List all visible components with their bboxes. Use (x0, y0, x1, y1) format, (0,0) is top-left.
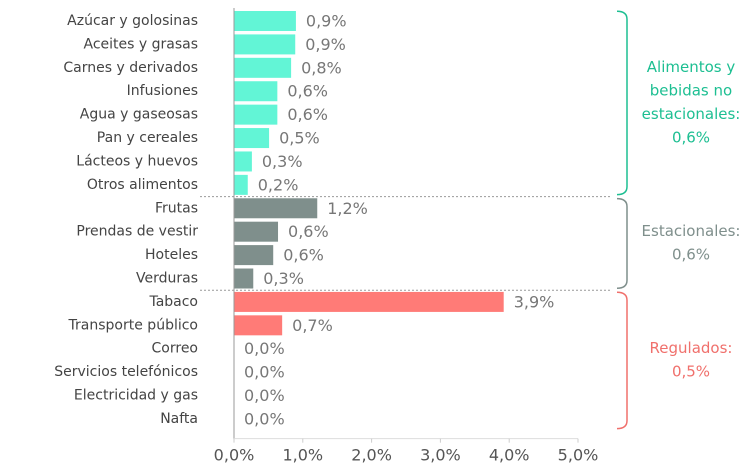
x-tick-label: 3,0% (420, 446, 461, 465)
x-tick-label: 0,0% (214, 446, 255, 465)
value-label: 0,0% (244, 409, 285, 428)
group-label: 0,6% (672, 129, 710, 147)
group-label: estacionales: (642, 105, 741, 123)
value-label: 0,7% (292, 316, 333, 335)
value-label: 0,0% (244, 339, 285, 358)
group-bracket (616, 197, 628, 289)
group-label: Regulados: (650, 339, 733, 357)
group-label: Estacionales: (642, 222, 741, 240)
value-label: 0,0% (244, 363, 285, 382)
category-label: Tabaco (148, 294, 198, 310)
value-label: 0,5% (279, 129, 320, 148)
bar (234, 151, 252, 172)
bar (234, 245, 274, 266)
category-label: Pan y cereales (97, 130, 198, 146)
group-bracket (616, 10, 628, 196)
category-label: Carnes y derivados (63, 60, 198, 76)
value-label: 0,3% (262, 152, 303, 171)
group-label: 0,6% (672, 246, 710, 264)
x-tick-label: 1,0% (282, 446, 323, 465)
bar (234, 11, 296, 31)
bar (234, 57, 292, 78)
category-label: Otros alimentos (87, 177, 198, 193)
bar (234, 128, 270, 149)
x-tick-label: 5,0% (558, 446, 599, 465)
category-label: Nafta (160, 411, 198, 427)
group-label: bebidas no (650, 82, 732, 100)
x-tick-label: 4,0% (489, 446, 530, 465)
bar (234, 291, 504, 312)
bar (234, 198, 318, 219)
bar (234, 315, 283, 336)
bar (234, 268, 254, 289)
bar (234, 174, 248, 195)
value-label: 0,9% (305, 35, 346, 54)
value-label: 0,2% (258, 175, 299, 194)
category-label: Transporte público (68, 317, 198, 333)
category-label: Servicios telefónicos (54, 364, 198, 380)
value-label: 0,3% (263, 269, 304, 288)
category-label: Prendas de vestir (76, 224, 198, 240)
bar (234, 81, 278, 102)
bar (234, 221, 279, 242)
group-label: Alimentos y (647, 58, 736, 76)
category-label: Hoteles (145, 247, 198, 263)
value-label: 0,9% (306, 12, 347, 31)
category-label: Infusiones (127, 83, 198, 99)
category-label: Verduras (136, 271, 198, 287)
value-label: 0,6% (288, 222, 329, 241)
category-label: Frutas (155, 200, 198, 216)
category-label: Aceites y grasas (83, 36, 198, 52)
value-label: 0,0% (244, 386, 285, 405)
value-label: 0,6% (287, 82, 328, 101)
group-label: 0,5% (672, 363, 710, 381)
value-label: 3,9% (514, 292, 555, 311)
category-label: Agua y gaseosas (80, 107, 198, 123)
value-label: 0,8% (301, 58, 342, 77)
category-label: Correo (152, 341, 198, 357)
category-label: Lácteos y huevos (76, 153, 198, 169)
category-label: Electricidad y gas (74, 388, 198, 404)
group-bracket (616, 291, 628, 430)
x-tick-label: 2,0% (351, 446, 392, 465)
bar (234, 104, 278, 125)
value-label: 1,2% (327, 199, 368, 218)
category-label: Azúcar y golosinas (67, 13, 198, 29)
value-label: 0,6% (287, 105, 328, 124)
value-label: 0,6% (283, 246, 324, 265)
bar (234, 34, 296, 55)
